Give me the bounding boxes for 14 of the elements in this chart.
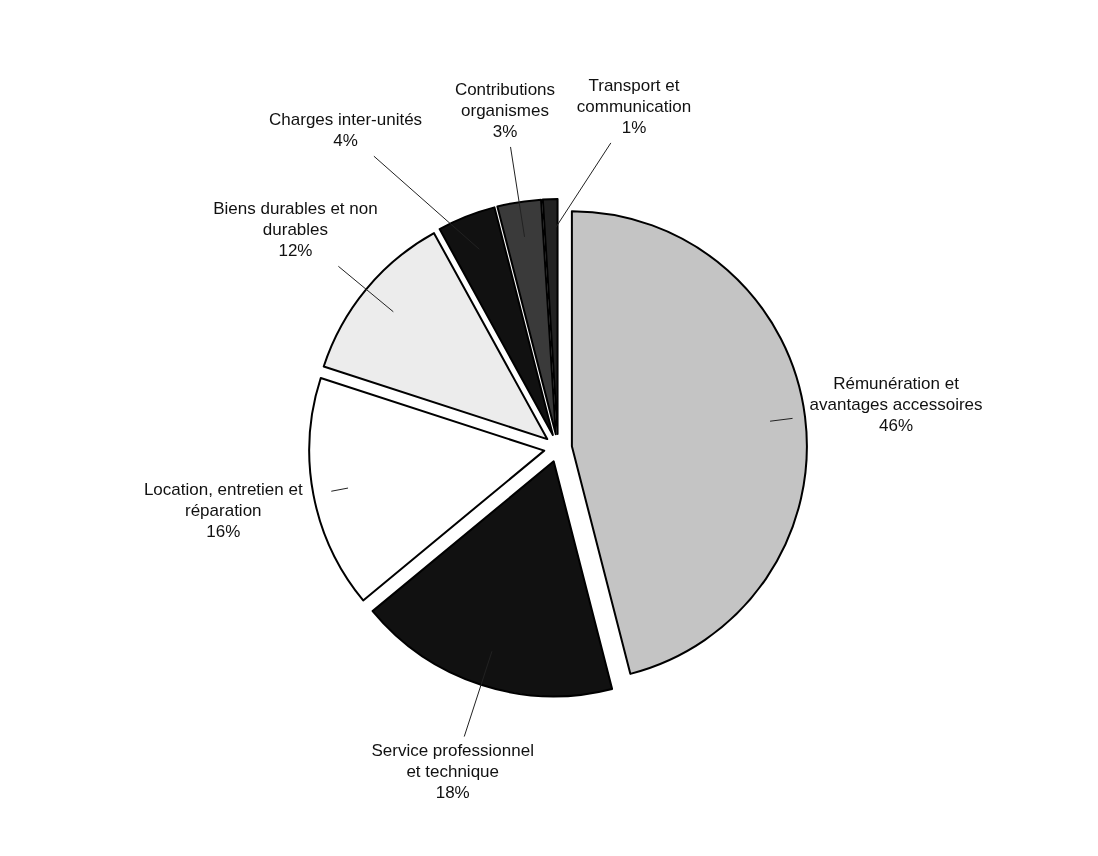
- slice-label: Contributions organismes: [454, 79, 556, 120]
- slice-label: Biens durables et non durables: [213, 199, 378, 240]
- data-label: 1%: [621, 117, 647, 137]
- data-label: 12%: [278, 241, 313, 261]
- slice-label: Rémunération et avantages accessoires: [809, 373, 983, 414]
- data-label: 3%: [492, 121, 518, 141]
- slice-label: Charges inter-unités: [269, 110, 423, 130]
- data-label: 4%: [333, 131, 358, 151]
- slice-label: Transport et communication: [576, 75, 692, 116]
- data-label: 16%: [206, 522, 241, 542]
- data-label: 18%: [435, 782, 470, 802]
- slice-label: Service professionnel et technique: [371, 740, 534, 781]
- slice-label: Location, entretien et réparation: [143, 480, 303, 521]
- data-label: 46%: [879, 415, 914, 435]
